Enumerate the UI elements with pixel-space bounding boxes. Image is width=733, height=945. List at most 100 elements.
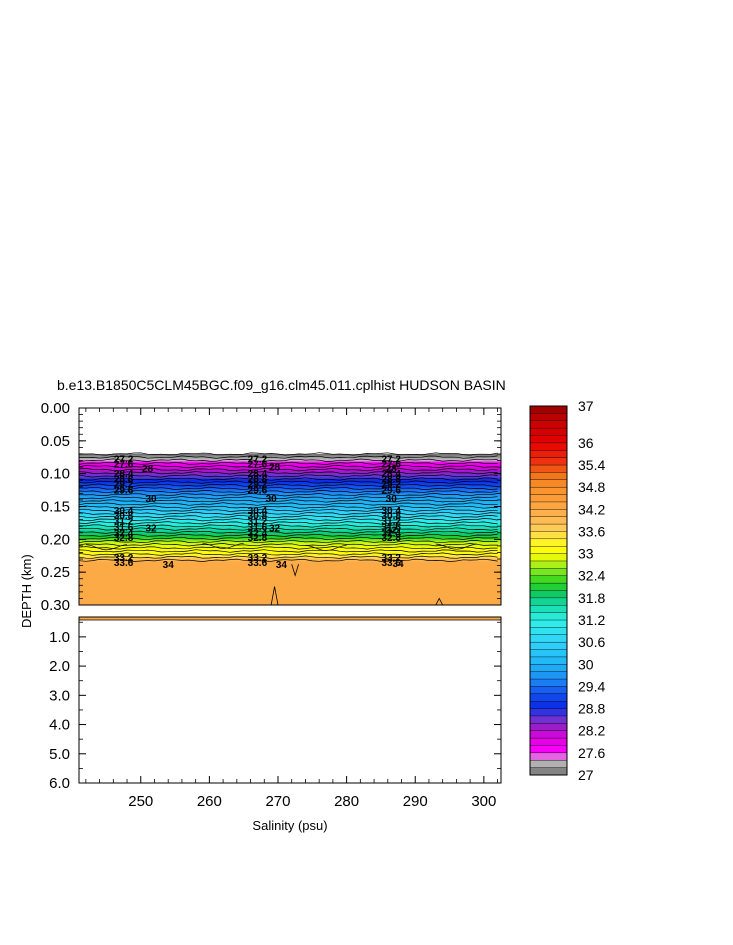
colorbar-tick-label: 34.2 xyxy=(578,501,605,517)
y-tick-label: 6.0 xyxy=(49,775,70,792)
contour-line xyxy=(79,536,498,541)
contour-label: 28.4 xyxy=(381,469,401,480)
colorbar-box xyxy=(529,523,568,532)
salinity-band xyxy=(79,474,501,477)
colorbar-box xyxy=(529,486,568,496)
salinity-band xyxy=(79,542,501,545)
upper-panel: 27.227.6 2828.428.829.229.63030.430.831.2… xyxy=(41,400,502,614)
contour-line xyxy=(79,496,498,500)
salinity-band xyxy=(79,470,501,473)
salinity-band xyxy=(79,463,501,465)
salinity-band xyxy=(79,601,501,603)
salinity-band xyxy=(79,567,501,569)
salinity-band xyxy=(79,478,501,481)
contour-line xyxy=(79,533,498,537)
salinity-band xyxy=(79,560,501,563)
contour-label: 31.2 xyxy=(114,516,134,527)
contour-line xyxy=(79,552,498,556)
salinity-band xyxy=(79,504,501,507)
contour-line xyxy=(79,549,498,553)
salinity-band xyxy=(79,586,501,588)
salinity-band xyxy=(79,568,501,570)
contour-line xyxy=(79,452,498,456)
contour-line xyxy=(79,461,498,466)
salinity-band xyxy=(79,551,501,553)
contour-line xyxy=(79,530,498,534)
salinity-band xyxy=(79,517,501,519)
contour-blob xyxy=(202,542,244,549)
salinity-band xyxy=(79,460,501,463)
salinity-band xyxy=(79,538,501,541)
contour-line xyxy=(79,489,498,494)
salinity-band xyxy=(79,520,501,522)
contour-line xyxy=(79,471,498,475)
contour-label: 32.8 xyxy=(114,533,134,544)
colorbar-box xyxy=(529,641,568,651)
salinity-band xyxy=(79,503,501,505)
salinity-band xyxy=(79,511,501,514)
contour-label: 34 xyxy=(163,560,175,571)
salinity-band xyxy=(79,508,501,511)
colorbar-tick-label: 30 xyxy=(578,656,594,672)
colorbar-box xyxy=(529,745,568,754)
contour-label: 27.6 xyxy=(381,459,401,470)
contour-line xyxy=(79,546,498,550)
salinity-band xyxy=(79,569,501,571)
salinity-band xyxy=(79,468,501,470)
salinity-band xyxy=(79,547,501,549)
salinity-band xyxy=(79,496,501,498)
contour-line xyxy=(79,486,498,491)
x-axis-label: Salinity (psu) xyxy=(252,818,327,833)
salinity-band xyxy=(79,520,501,523)
salinity-band xyxy=(79,525,501,528)
contour-line xyxy=(79,464,498,469)
salinity-band xyxy=(79,557,501,560)
salinity-band xyxy=(79,515,501,517)
contour-line xyxy=(79,514,498,519)
colorbar-box xyxy=(529,693,568,702)
colorbar-box xyxy=(529,464,568,473)
colorbar-box xyxy=(529,442,568,451)
salinity-band xyxy=(79,582,501,584)
salinity-band xyxy=(79,524,501,527)
salinity-band xyxy=(79,593,501,596)
salinity-band xyxy=(79,481,501,483)
salinity-band xyxy=(79,553,501,555)
colorbar-box xyxy=(529,568,568,577)
colorbar-box xyxy=(529,664,568,673)
contour-label: 27.2 xyxy=(114,455,134,466)
salinity-band xyxy=(79,588,501,591)
contour-label: 29.6 xyxy=(114,486,134,497)
contour-label: 27.2 xyxy=(381,455,401,466)
salinity-band xyxy=(79,587,501,589)
colorbar-box xyxy=(529,627,568,636)
salinity-band xyxy=(79,518,501,520)
contour-line xyxy=(79,483,498,487)
salinity-band xyxy=(79,490,501,493)
x-tick-label: 280 xyxy=(334,793,359,810)
salinity-band xyxy=(79,497,501,499)
colorbar-tick-label: 27 xyxy=(578,767,594,783)
salinity-band xyxy=(79,473,501,476)
salinity-band xyxy=(79,580,501,583)
salinity-band xyxy=(79,488,501,491)
salinity-band xyxy=(79,462,501,465)
colorbar-box xyxy=(529,531,568,540)
salinity-band xyxy=(79,550,501,552)
salinity-band xyxy=(79,536,501,538)
colorbar-box xyxy=(529,678,568,687)
salinity-band xyxy=(79,529,501,532)
colorbar-box xyxy=(529,516,568,525)
salinity-band xyxy=(79,549,501,551)
salinity-band xyxy=(79,545,501,548)
salinity-band xyxy=(79,519,501,521)
colorbar-box xyxy=(529,546,568,555)
colorbar-box xyxy=(529,420,568,429)
contour-label: 30.8 xyxy=(114,511,134,522)
colorbar-tick-label: 28.8 xyxy=(578,701,605,717)
salinity-band xyxy=(79,578,501,581)
contour-line xyxy=(79,555,498,559)
contour-label: 31.6 xyxy=(381,522,401,533)
salinity-band xyxy=(79,592,501,595)
salinity-band xyxy=(79,562,501,565)
